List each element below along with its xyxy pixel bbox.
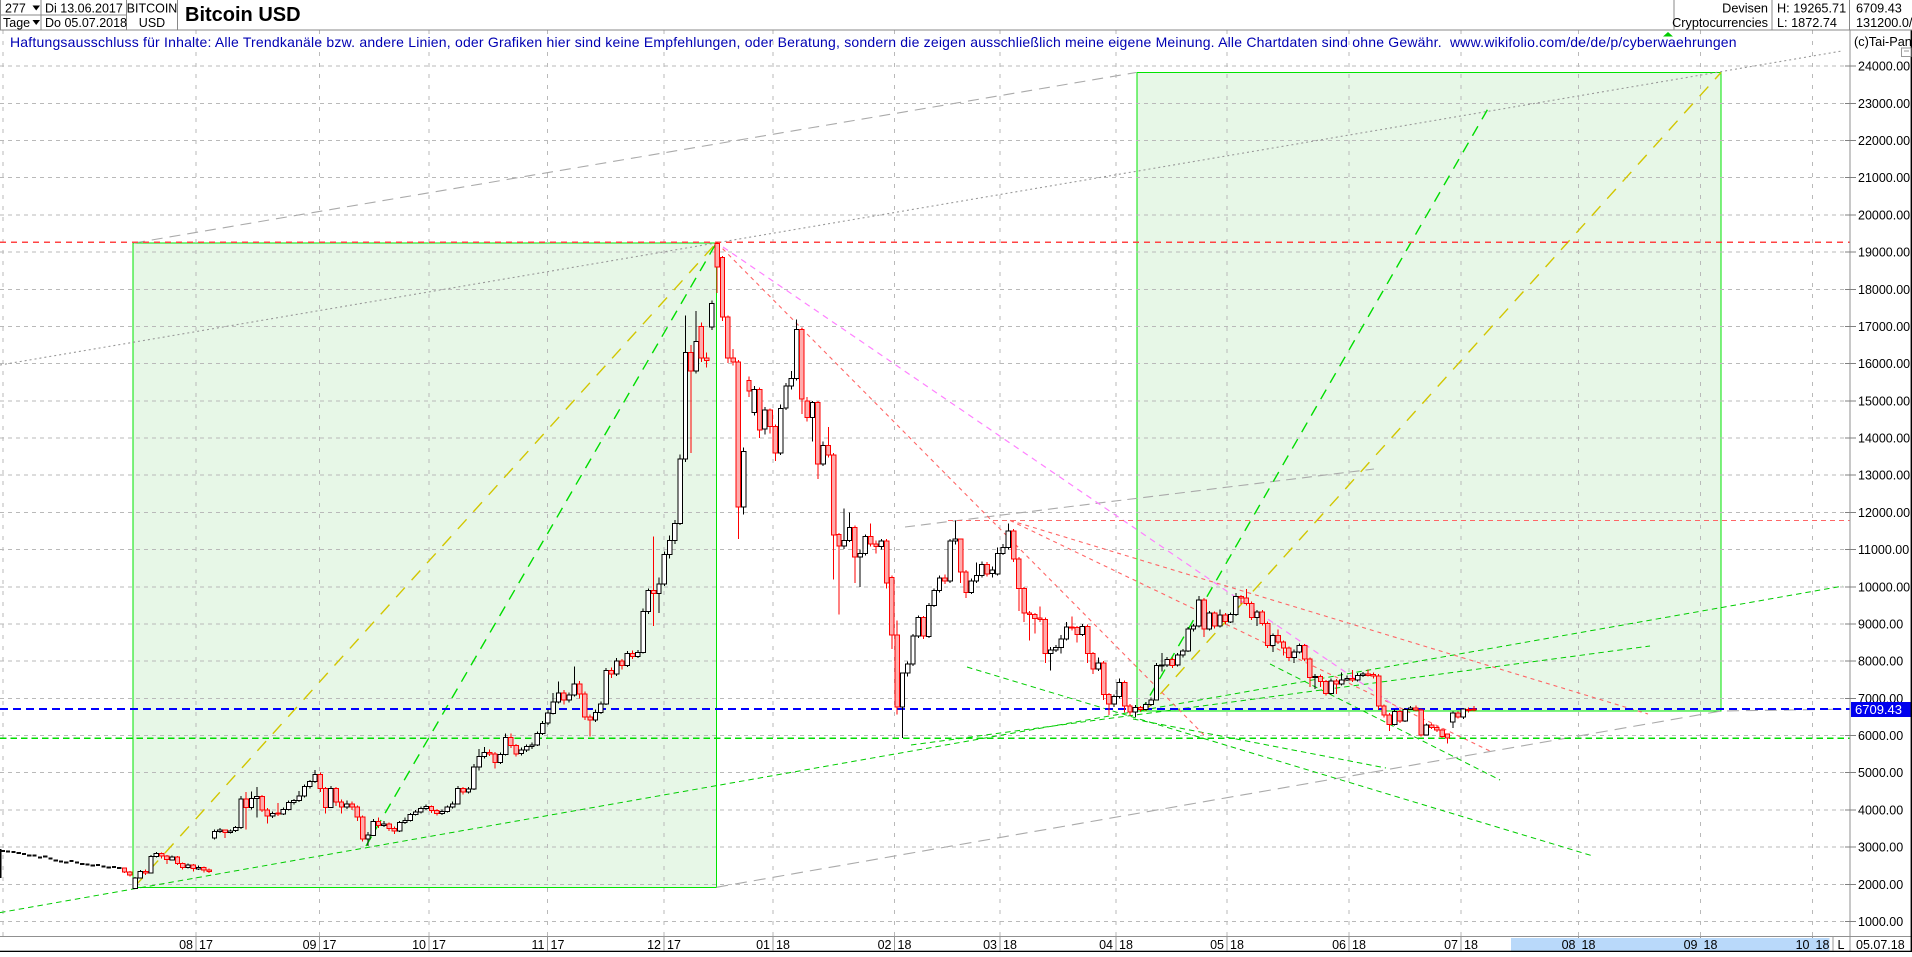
svg-text:2000.00: 2000.00 — [1858, 878, 1903, 892]
svg-text:10000.00: 10000.00 — [1858, 580, 1910, 594]
svg-text:Cryptocurrencies: Cryptocurrencies — [1672, 16, 1768, 30]
svg-text:4000.00: 4000.00 — [1858, 803, 1903, 817]
svg-text:10: 10 — [412, 938, 426, 952]
svg-text:1000.00: 1000.00 — [1858, 915, 1903, 929]
svg-text:18: 18 — [1003, 938, 1017, 952]
svg-text:06: 06 — [1332, 938, 1346, 952]
svg-text:19000.00: 19000.00 — [1858, 246, 1910, 260]
svg-text:3000.00: 3000.00 — [1858, 841, 1903, 855]
svg-text:Di 13.06.2017: Di 13.06.2017 — [45, 1, 123, 15]
svg-text:04: 04 — [1099, 938, 1113, 952]
svg-text:18: 18 — [1230, 938, 1244, 952]
svg-text:131200.0/: 131200.0/ — [1856, 16, 1912, 30]
svg-text:13000.00: 13000.00 — [1858, 469, 1910, 483]
svg-text:23000.00: 23000.00 — [1858, 97, 1910, 111]
svg-text:Do 05.07.2018: Do 05.07.2018 — [45, 16, 127, 30]
svg-text:H: 19265.71: H: 19265.71 — [1777, 1, 1846, 15]
svg-text:(c)Tai-Pan: (c)Tai-Pan — [1854, 35, 1912, 49]
svg-text:14000.00: 14000.00 — [1858, 432, 1910, 446]
svg-text:18: 18 — [1582, 938, 1596, 952]
svg-text:Tage: Tage — [3, 16, 30, 30]
svg-text:L: L — [1838, 938, 1845, 952]
svg-text:6709.43: 6709.43 — [1855, 702, 1902, 717]
svg-text:9000.00: 9000.00 — [1858, 618, 1903, 632]
svg-text:17: 17 — [323, 938, 337, 952]
svg-text:6709.43: 6709.43 — [1856, 1, 1902, 15]
svg-text:05: 05 — [1210, 938, 1224, 952]
svg-text:08: 08 — [1562, 938, 1576, 952]
svg-text:09: 09 — [303, 938, 317, 952]
svg-text:277: 277 — [5, 1, 26, 15]
svg-text:BITCOIN: BITCOIN — [127, 1, 178, 15]
svg-text:18000.00: 18000.00 — [1858, 283, 1910, 297]
svg-text:07: 07 — [1444, 938, 1458, 952]
svg-text:18: 18 — [898, 938, 912, 952]
svg-text:Haftungsausschluss für Inhalte: Haftungsausschluss für Inhalte: Alle Tre… — [10, 34, 1737, 50]
svg-text:18: 18 — [1352, 938, 1366, 952]
svg-text:21000.00: 21000.00 — [1858, 171, 1910, 185]
svg-text:22000.00: 22000.00 — [1858, 134, 1910, 148]
svg-text:18: 18 — [1119, 938, 1133, 952]
svg-text:18: 18 — [1816, 938, 1830, 952]
svg-text:20000.00: 20000.00 — [1858, 208, 1910, 222]
svg-text:8000.00: 8000.00 — [1858, 655, 1903, 669]
svg-text:5000.00: 5000.00 — [1858, 766, 1903, 780]
svg-text:Devisen: Devisen — [1722, 1, 1768, 15]
svg-text:17000.00: 17000.00 — [1858, 320, 1910, 334]
svg-text:USD: USD — [139, 16, 165, 30]
svg-text:03: 03 — [983, 938, 997, 952]
svg-text:08: 08 — [179, 938, 193, 952]
svg-text:02: 02 — [878, 938, 892, 952]
svg-text:18: 18 — [776, 938, 790, 952]
svg-text:Bitcoin USD: Bitcoin USD — [185, 4, 301, 26]
svg-text:17: 17 — [432, 938, 446, 952]
svg-text:10: 10 — [1796, 938, 1810, 952]
svg-text:09: 09 — [1684, 938, 1698, 952]
svg-text:05.07.18: 05.07.18 — [1856, 938, 1905, 952]
svg-text:17: 17 — [551, 938, 565, 952]
svg-text:12: 12 — [647, 938, 661, 952]
svg-text:L: 1872.74: L: 1872.74 — [1777, 16, 1837, 30]
svg-text:6000.00: 6000.00 — [1858, 729, 1903, 743]
svg-text:24000.00: 24000.00 — [1858, 60, 1910, 74]
svg-text:15000.00: 15000.00 — [1858, 394, 1910, 408]
svg-text:01: 01 — [756, 938, 770, 952]
svg-text:17: 17 — [667, 938, 681, 952]
svg-text:16000.00: 16000.00 — [1858, 357, 1910, 371]
svg-text:11: 11 — [532, 938, 545, 952]
svg-text:17: 17 — [199, 938, 213, 952]
svg-text:18: 18 — [1704, 938, 1718, 952]
svg-text:11000.00: 11000.00 — [1858, 543, 1909, 557]
svg-text:12000.00: 12000.00 — [1858, 506, 1910, 520]
svg-text:18: 18 — [1464, 938, 1478, 952]
